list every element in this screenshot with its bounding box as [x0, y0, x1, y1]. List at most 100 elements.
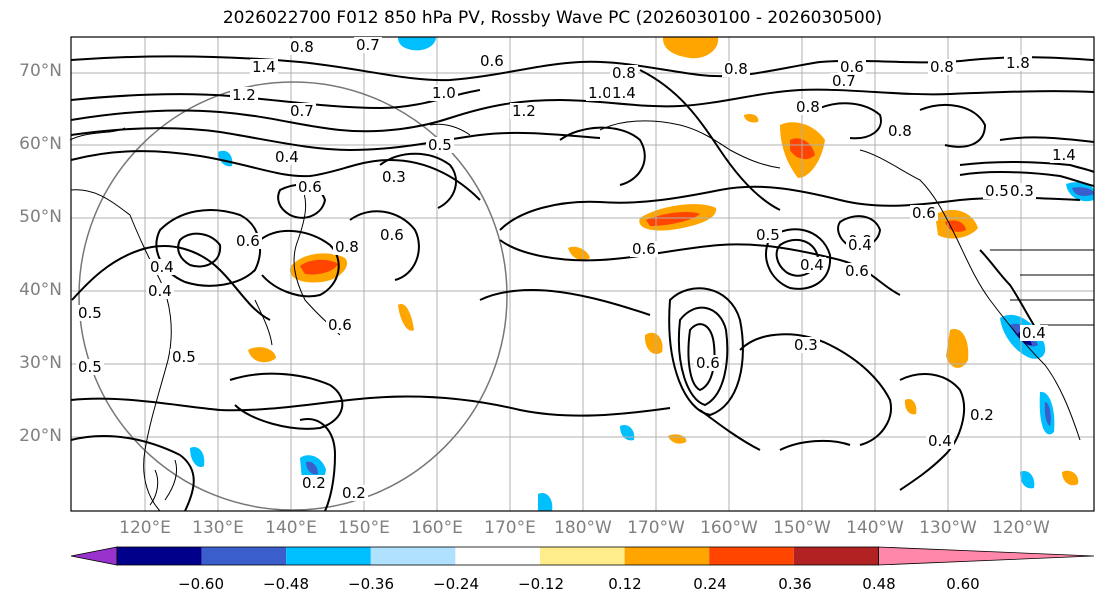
lon-label: 180°W — [554, 518, 612, 538]
contour-label-bg — [610, 85, 638, 101]
colorbar-segment — [540, 547, 625, 565]
lat-label: 20°N — [19, 426, 62, 446]
lon-label: 120°W — [992, 518, 1050, 538]
contour-label: 0.4 — [800, 256, 824, 274]
colorbar-tick-label: 0.12 — [608, 575, 642, 593]
contour-label: 1.2 — [232, 86, 256, 104]
anomaly-patch — [945, 220, 966, 232]
contour-label-bg — [754, 227, 782, 243]
anomaly-patch — [1072, 187, 1094, 196]
contour-label: 0.8 — [888, 122, 912, 140]
colorbar-segment — [793, 547, 879, 565]
contour-label-bg — [1050, 147, 1078, 163]
anomaly-patch — [538, 492, 553, 511]
colorbar-segment — [286, 547, 371, 565]
contour-label: 0.6 — [632, 240, 656, 258]
anomaly-patch — [306, 461, 318, 475]
lat-label: 60°N — [19, 134, 62, 154]
contour-label-bg — [722, 61, 750, 77]
contour-label-bg — [170, 349, 198, 365]
contour-label-bg — [983, 183, 1011, 199]
contour-label-bg — [792, 337, 820, 353]
contour-label: 0.2 — [970, 406, 994, 424]
anomaly-patch — [568, 246, 590, 260]
contour-label-bg — [910, 205, 938, 221]
contour-label: 1.4 — [612, 84, 636, 102]
contour-label: 0.4 — [150, 258, 174, 276]
map-title: 2026022700 F012 850 hPa PV, Rossby Wave … — [222, 8, 883, 28]
contour-label: 0.5 — [78, 358, 102, 376]
contour-label-bg — [326, 317, 354, 333]
contour-label: 0.6 — [328, 316, 352, 334]
lon-label: 160°E — [411, 518, 463, 538]
contour-label-bg — [273, 149, 301, 165]
lon-label: 140°W — [846, 518, 904, 538]
contour-label: 0.6 — [380, 226, 404, 244]
colorbar-frame — [116, 546, 879, 566]
anomaly-patch — [662, 37, 719, 59]
contour-label-bg — [928, 59, 956, 75]
coastlines — [69, 120, 1094, 512]
contour-label: 0.4 — [928, 432, 952, 450]
contour-label: 0.3 — [794, 336, 818, 354]
contour-label-bg — [968, 407, 996, 423]
contour-label: 0.2 — [302, 474, 326, 492]
contour-label: 0.6 — [236, 232, 260, 250]
contour-label: 0.4 — [1022, 324, 1046, 342]
contour-label: 0.6 — [840, 58, 864, 76]
anomaly-patch — [646, 212, 700, 226]
contour-label: 0.5 — [428, 136, 452, 154]
contour-label: 0.5 — [985, 182, 1009, 200]
colorbar-segment — [201, 547, 287, 565]
graticule — [71, 37, 1094, 511]
contour-label: 0.5 — [78, 304, 102, 322]
colorbar-segment — [370, 547, 456, 565]
anomaly-patch — [398, 37, 436, 51]
contour-label-bg — [926, 433, 954, 449]
contour-label: 1.4 — [1052, 146, 1076, 164]
lon-label: 120°E — [119, 518, 171, 538]
contour-label: 1.2 — [512, 102, 536, 120]
contour-label-bg — [630, 241, 658, 257]
pv-contours — [70, 55, 1095, 512]
contour-label-bg — [610, 65, 638, 81]
contour-label-bg — [354, 37, 382, 53]
anomaly-patch — [300, 259, 338, 275]
lon-label: 140°E — [265, 518, 317, 538]
contour-label-bg — [694, 355, 722, 371]
contour-label: 0.8 — [290, 38, 314, 56]
lon-label: 170°E — [484, 518, 536, 538]
contour-label: 1.0 — [432, 84, 456, 102]
contour-label: 0.8 — [335, 238, 359, 256]
lon-label: 130°W — [919, 518, 977, 538]
contour-label-bg — [1008, 183, 1036, 199]
anomaly-patch — [398, 304, 414, 331]
lon-label: 170°W — [627, 518, 685, 538]
colorbar-tick-label: −0.36 — [348, 575, 394, 593]
contour-label-bg — [798, 257, 826, 273]
contour-label-bg — [76, 305, 104, 321]
lat-label: 50°N — [19, 207, 62, 227]
colorbar-segment — [455, 547, 540, 565]
contour-label-bg — [838, 59, 866, 75]
lon-label: 150°E — [338, 518, 390, 538]
contour-label: 1.0 — [588, 84, 612, 102]
contour-label: 0.2 — [342, 484, 366, 502]
contour-label-bg — [1020, 325, 1048, 341]
contour-label-bg — [146, 283, 174, 299]
colorbar-tick-label: 0.48 — [862, 575, 896, 593]
contour-label: 0.4 — [848, 236, 872, 254]
lat-label: 40°N — [19, 280, 62, 300]
contour-label: 0.6 — [480, 52, 504, 70]
contour-label-bg — [340, 485, 368, 501]
colorbar-extend-high — [878, 546, 1095, 566]
contour-label: 0.4 — [275, 148, 299, 166]
contour-label: 0.6 — [298, 178, 322, 196]
contour-label: 0.7 — [356, 36, 380, 54]
contour-label: 0.8 — [724, 60, 748, 78]
contour-label: 0.8 — [612, 64, 636, 82]
contour-label-bg — [148, 259, 176, 275]
anomaly-patch — [1044, 402, 1051, 426]
colorbar-tick-label: −0.60 — [178, 575, 224, 593]
contour-label-bg — [843, 263, 871, 279]
